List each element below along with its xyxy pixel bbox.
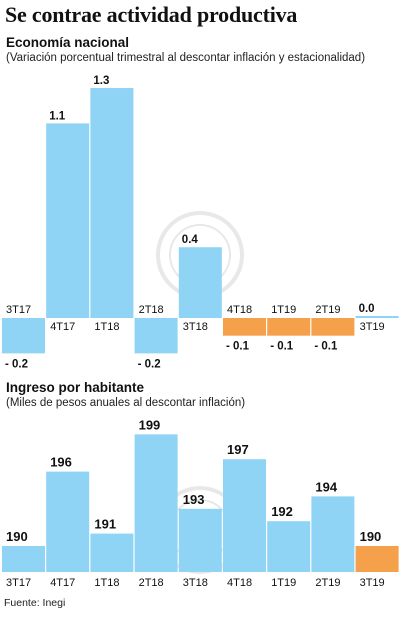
category-label: 2T19 [315, 304, 340, 316]
value-label: 196 [50, 455, 72, 470]
bar-1t19 [267, 521, 311, 572]
category-label: 2T19 [315, 577, 340, 589]
value-label: 197 [227, 442, 249, 457]
value-label: - 0.1 [314, 341, 338, 353]
chart2-title: Ingreso por habitante [6, 380, 145, 395]
chart1-subtitle: (Variación porcentual trimestral al desc… [6, 52, 366, 64]
category-label: 2T18 [139, 577, 164, 589]
bar-4t18 [223, 318, 266, 336]
source-note: Fuente: Inegi [4, 597, 66, 609]
category-label: 1T19 [271, 304, 296, 316]
value-label: 1.1 [49, 110, 66, 122]
value-label: 194 [315, 479, 337, 494]
category-label: 1T18 [94, 321, 119, 333]
chart-title: Se contrae actividad productiva [5, 2, 298, 27]
bar-3t19 [355, 546, 399, 572]
bar-1t18 [90, 533, 134, 572]
category-label: 2T18 [139, 304, 164, 316]
category-label: 4T17 [50, 321, 75, 333]
bar-2t19 [311, 318, 355, 336]
category-label: 3T18 [183, 577, 208, 589]
category-label: 3T17 [6, 304, 31, 316]
value-label: 190 [6, 529, 28, 544]
bar-2t19 [311, 496, 355, 572]
category-label: 1T19 [271, 577, 296, 589]
chart-ingreso-por-habitante: 3T17 190 4T17 196 1T18 191 2T18 199 3T18 193 4T18 1… [2, 417, 399, 589]
value-label: 0.4 [182, 234, 199, 246]
category-label: 3T19 [360, 577, 385, 589]
category-label: 4T18 [227, 304, 252, 316]
bar-2t18 [134, 434, 178, 572]
bar-4t17 [46, 123, 90, 318]
category-label: 1T18 [94, 577, 119, 589]
value-label: 1.3 [93, 75, 109, 87]
value-label: 191 [94, 517, 116, 532]
category-label: 4T17 [50, 577, 75, 589]
bar-3t17 [2, 546, 45, 572]
bar-3t19 [355, 316, 399, 318]
value-label: - 0.2 [5, 358, 28, 370]
value-label: 0.0 [359, 303, 375, 315]
value-label: - 0.2 [138, 358, 161, 370]
bar-3t17 [2, 318, 45, 354]
chart-economia-nacional: 3T17 - 0.2 4T17 1.1 1T18 1.3 2T18 - 0.2 3T18 0.4 4… [2, 75, 399, 370]
bar-1t18 [90, 88, 134, 318]
category-label: 3T17 [6, 577, 31, 589]
value-label: 199 [139, 417, 161, 432]
value-label: 193 [183, 492, 205, 507]
value-label: 190 [360, 529, 382, 544]
chart1-title: Economía nacional [6, 35, 130, 50]
category-label: 4T18 [227, 577, 252, 589]
category-label: 3T18 [183, 321, 208, 333]
value-label: 192 [271, 504, 293, 519]
value-label: - 0.1 [270, 341, 294, 353]
bar-3t18 [178, 247, 222, 318]
bar-2t18 [134, 318, 178, 354]
bar-4t17 [46, 471, 90, 572]
category-label: 3T19 [360, 321, 385, 333]
value-label: - 0.1 [226, 341, 250, 353]
bar-4t18 [223, 459, 266, 572]
chart2-subtitle: (Miles de pesos anuales al descontar inf… [6, 397, 246, 409]
bar-1t19 [267, 318, 311, 336]
bar-3t18 [178, 508, 222, 572]
